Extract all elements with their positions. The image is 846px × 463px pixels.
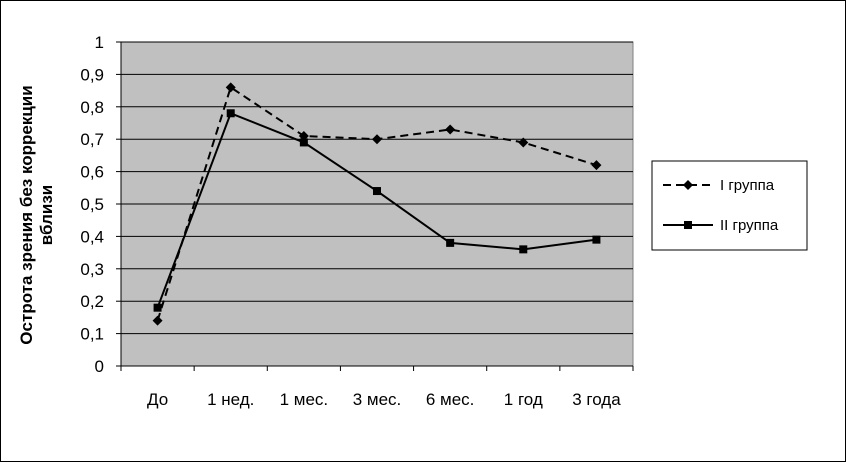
data-point xyxy=(372,134,382,145)
legend-label: I группа xyxy=(720,177,775,194)
x-tick-labels: До 1 нед. 1 мес. 3 мес. 6 мес. 1 год 3 года xyxy=(147,390,621,409)
x-tick-label: 1 нед. xyxy=(207,390,254,409)
axes xyxy=(120,42,634,371)
legend-marker xyxy=(684,221,692,229)
data-point xyxy=(518,137,529,148)
data-point xyxy=(226,109,235,118)
data-point xyxy=(445,124,456,135)
data-point xyxy=(152,315,163,326)
y-tick-label: 0,1 xyxy=(80,325,104,344)
data-point xyxy=(446,238,455,247)
y-axis-title: Острота зрения без коррекции вблизи xyxy=(17,85,56,344)
legend-marker xyxy=(683,180,693,190)
legend-box xyxy=(651,160,808,251)
legend-label: II группа xyxy=(720,217,779,234)
y-axis-title-line-1: Острота зрения без коррекции xyxy=(17,85,36,344)
y-tick-label: 0,7 xyxy=(80,130,104,149)
data-point xyxy=(519,245,528,254)
x-tick-label: 1 мес. xyxy=(280,390,329,409)
y-tick-label: 0,5 xyxy=(80,195,104,214)
y-tick-label: 0,6 xyxy=(80,163,104,182)
y-tick-label: 0,3 xyxy=(80,260,104,279)
legend: I группа II группа xyxy=(651,160,808,251)
data-point xyxy=(299,138,308,147)
legend-items: I группа II группа xyxy=(663,177,779,234)
data-point xyxy=(373,187,381,196)
series-layer xyxy=(152,82,602,326)
y-tick-labels: 0 0,1 0,2 0,3 0,4 0,5 0,6 0,7 0,8 0,9 1 xyxy=(80,33,104,376)
data-point xyxy=(591,160,602,171)
y-tick-label: 0,9 xyxy=(80,65,104,84)
data-point xyxy=(225,82,236,93)
x-tick-label: 6 мес. xyxy=(426,390,475,409)
y-tick-label: 0 xyxy=(95,357,104,376)
x-tick-label: 3 года xyxy=(572,390,621,409)
y-tick-label: 0,8 xyxy=(80,98,104,117)
x-tick-label: До xyxy=(147,390,168,409)
series-1 xyxy=(152,82,602,326)
data-point xyxy=(153,303,162,312)
x-tick-label: 3 мес. xyxy=(353,390,402,409)
y-tick-label: 0,2 xyxy=(80,292,104,311)
y-tick-label: 1 xyxy=(95,33,104,52)
y-tick-label: 0,4 xyxy=(80,227,104,246)
series-2 xyxy=(153,109,601,312)
y-axis-title-line-2: вблизи xyxy=(37,185,56,245)
data-point xyxy=(592,235,601,244)
x-tick-label: 1 год xyxy=(504,390,543,409)
